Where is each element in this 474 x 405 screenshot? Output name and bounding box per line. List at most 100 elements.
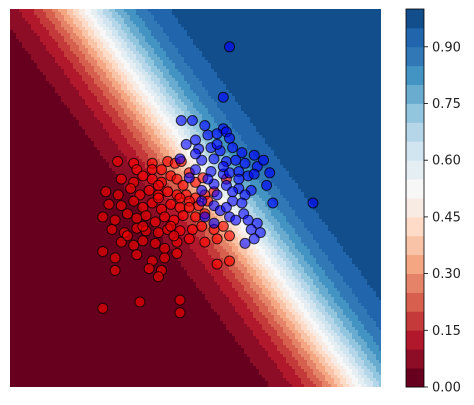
surface-cell (43, 66, 47, 70)
surface-cell (82, 195, 86, 199)
surface-cell (67, 102, 71, 106)
surface-cell (13, 174, 17, 178)
surface-cell (31, 30, 35, 34)
surface-cell (55, 351, 59, 355)
surface-cell (121, 132, 125, 136)
surface-cell (79, 96, 83, 100)
surface-cell (94, 27, 98, 31)
surface-cell (10, 207, 14, 211)
surface-cell (94, 207, 98, 211)
surface-cell (85, 45, 89, 49)
surface-cell (109, 108, 113, 112)
surface-cell (118, 12, 122, 16)
surface-cell (37, 318, 41, 322)
surface-cell (67, 12, 71, 16)
surface-cell (103, 231, 107, 235)
surface-cell (67, 354, 71, 358)
surface-cell (67, 63, 71, 67)
surface-cell (109, 309, 113, 313)
surface-cell (34, 279, 38, 283)
surface-cell (85, 138, 89, 142)
surface-cell (40, 231, 44, 235)
surface-cell (40, 12, 44, 16)
surface-cell (82, 27, 86, 31)
surface-cell (118, 138, 122, 142)
surface-cell (34, 336, 38, 340)
surface-cell (88, 105, 92, 109)
surface-cell (124, 273, 128, 277)
surface-cell (19, 90, 23, 94)
surface-cell (34, 372, 38, 376)
surface-cell (28, 336, 32, 340)
surface-cell (16, 240, 20, 244)
surface-cell (109, 48, 113, 52)
surface-cell (88, 288, 92, 292)
surface-cell (115, 93, 119, 97)
surface-cell (58, 342, 62, 346)
surface-cell (40, 318, 44, 322)
surface-cell (82, 303, 86, 307)
surface-cell (25, 231, 29, 235)
surface-cell (94, 357, 98, 361)
surface-cell (25, 114, 29, 118)
surface-cell (52, 177, 56, 181)
surface-cell (49, 15, 53, 19)
surface-cell (58, 225, 62, 229)
surface-cell (67, 174, 71, 178)
surface-cell (97, 357, 101, 361)
surface-cell (22, 45, 26, 49)
surface-cell (82, 39, 86, 43)
surface-cell (61, 303, 65, 307)
surface-cell (82, 138, 86, 142)
surface-cell (91, 165, 95, 169)
surface-cell (58, 240, 62, 244)
surface-cell (112, 21, 116, 25)
surface-cell (55, 186, 59, 190)
surface-cell (88, 57, 92, 61)
surface-cell (55, 327, 59, 331)
surface-cell (25, 360, 29, 364)
surface-cell (31, 27, 35, 31)
surface-cell (40, 102, 44, 106)
surface-cell (121, 366, 125, 370)
surface-cell (97, 273, 101, 277)
surface-cell (115, 363, 119, 367)
surface-cell (55, 354, 59, 358)
surface-cell (10, 18, 14, 22)
surface-cell (22, 258, 26, 262)
surface-cell (91, 168, 95, 172)
surface-cell (91, 48, 95, 52)
surface-cell (61, 291, 65, 295)
surface-cell (76, 54, 80, 58)
surface-cell (61, 99, 65, 103)
surface-cell (49, 372, 53, 376)
surface-cell (10, 369, 14, 373)
surface-cell (103, 207, 107, 211)
surface-cell (28, 375, 32, 379)
surface-cell (118, 132, 122, 136)
surface-cell (28, 216, 32, 220)
surface-cell (112, 198, 116, 202)
surface-cell (73, 189, 77, 193)
surface-cell (28, 102, 32, 106)
surface-cell (85, 225, 89, 229)
surface-cell (58, 18, 62, 22)
surface-cell (88, 201, 92, 205)
surface-cell (13, 240, 17, 244)
surface-cell (58, 165, 62, 169)
surface-cell (73, 315, 77, 319)
surface-cell (25, 270, 29, 274)
surface-cell (19, 300, 23, 304)
surface-cell (112, 81, 116, 85)
surface-cell (85, 282, 89, 286)
surface-cell (124, 363, 128, 367)
surface-cell (58, 309, 62, 313)
surface-cell (79, 357, 83, 361)
surface-cell (34, 168, 38, 172)
surface-cell (16, 150, 20, 154)
surface-cell (10, 231, 14, 235)
surface-cell (106, 255, 110, 259)
surface-cell (25, 117, 29, 121)
surface-cell (109, 240, 113, 244)
surface-cell (82, 336, 86, 340)
